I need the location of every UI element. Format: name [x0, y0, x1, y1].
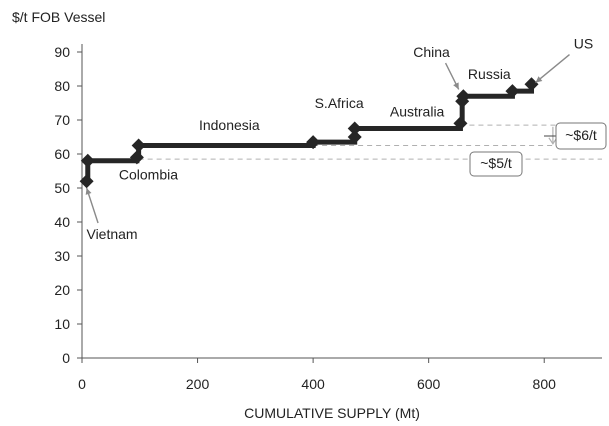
x-axis-title: CUMULATIVE SUPPLY (Mt) [244, 405, 420, 421]
data-point-marker [456, 89, 471, 104]
country-label: Indonesia [199, 117, 260, 133]
data-point-marker [80, 153, 95, 168]
data-point-marker [129, 150, 144, 165]
annotation-label: ~$6/t [565, 127, 597, 143]
country-label: Russia [468, 66, 511, 82]
y-tick-label: 30 [54, 248, 70, 264]
label-arrow [535, 54, 570, 84]
x-tick-label: 800 [533, 376, 557, 392]
y-tick-label: 10 [54, 316, 70, 332]
y-tick-label: 0 [62, 350, 70, 366]
y-tick-label: 60 [54, 146, 70, 162]
data-point-marker [347, 130, 362, 144]
country-label: S.Africa [315, 95, 364, 111]
label-arrowhead [85, 188, 92, 195]
label-arrowhead [453, 82, 459, 90]
country-label: Vietnam [86, 226, 137, 242]
y-tick-label: 40 [54, 214, 70, 230]
annotations: ~$6/t ~$5/t [469, 122, 607, 177]
y-tick-label: 90 [54, 44, 70, 60]
annotation-box [469, 151, 523, 177]
x-tick-label: 400 [301, 376, 325, 392]
label-arrowhead [535, 76, 543, 83]
y-tick-label: 70 [54, 112, 70, 128]
axes: 0 10 20 30 40 50 60 70 80 90 0 200 400 600 800 [54, 44, 602, 392]
x-tick-label: 600 [417, 376, 441, 392]
data-point-marker [505, 84, 520, 99]
country-label: Colombia [119, 167, 178, 183]
y-tick-label: 80 [54, 78, 70, 94]
annotation-label: ~$5/t [480, 155, 512, 171]
annotation-box [555, 122, 607, 150]
data-point-marker [306, 135, 321, 150]
data-point-marker [131, 138, 146, 153]
country-label: Australia [390, 104, 445, 120]
supply-curve [79, 77, 539, 189]
y-axis-title: $/t FOB Vessel [12, 9, 105, 25]
country-label: China [413, 44, 450, 60]
country-label: US [574, 36, 593, 52]
data-point-marker [524, 77, 539, 92]
country-labels: Vietnam Colombia Indonesia S.Africa Australi… [85, 36, 593, 242]
y-tick-label: 50 [54, 180, 70, 196]
data-point-marker [347, 121, 362, 136]
x-tick-label: 0 [78, 376, 86, 392]
y-tick-label: 20 [54, 282, 70, 298]
data-point-marker [79, 174, 94, 189]
data-point-marker [453, 116, 468, 131]
x-tick-label: 200 [186, 376, 210, 392]
